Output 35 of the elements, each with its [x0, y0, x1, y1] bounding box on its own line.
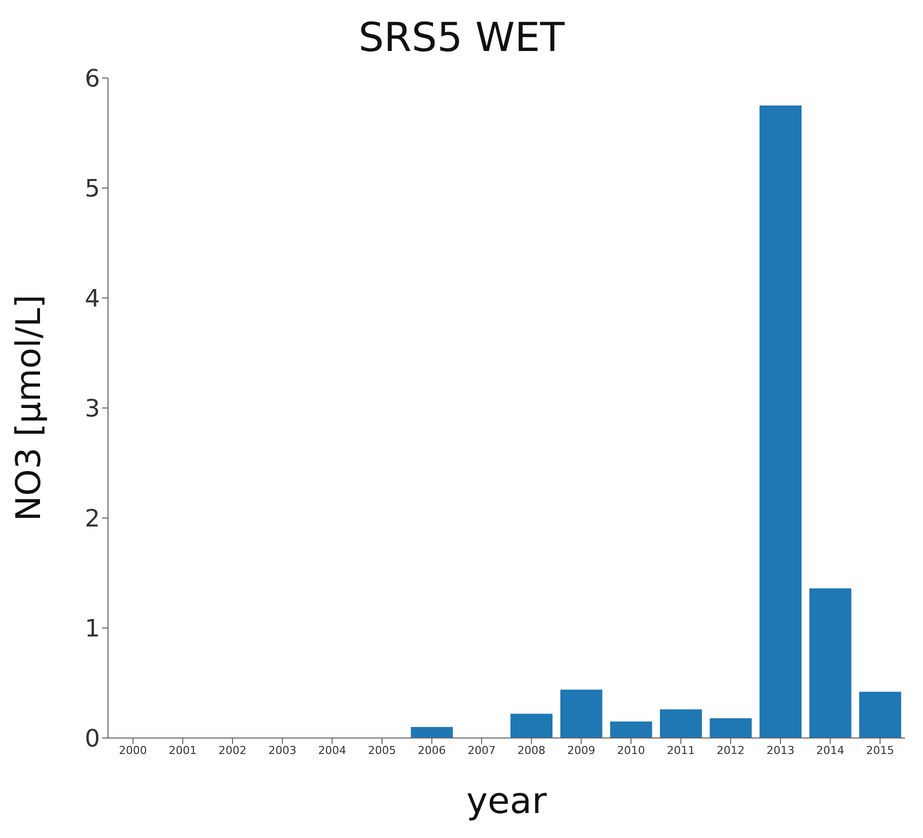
y-tick-label: 0: [84, 724, 100, 753]
x-tick-label: 2005: [368, 744, 396, 757]
bar: [710, 718, 752, 738]
x-tick-label: 2015: [866, 744, 894, 757]
y-tick-label: 1: [84, 614, 100, 643]
bar: [410, 727, 453, 738]
chart-title: SRS5 WET: [358, 15, 564, 61]
x-tick-label: 2014: [816, 744, 844, 757]
bar: [760, 106, 802, 738]
x-tick-label: 2009: [567, 744, 596, 757]
y-tick-label: 5: [84, 174, 100, 203]
x-tick-label: 2002: [218, 744, 247, 757]
x-tick-label: 2013: [766, 744, 794, 757]
bar: [809, 588, 852, 738]
y-axis-title: NO3 [μmol/L]: [9, 294, 50, 522]
x-tick-label: 2008: [517, 744, 546, 757]
bar: [859, 692, 902, 738]
x-tick-label: 2001: [168, 744, 197, 757]
x-tick-label: 2011: [666, 744, 695, 757]
x-tick-label: 2007: [468, 744, 496, 757]
x-tick-label: 2012: [716, 744, 745, 757]
x-tick-label: 2003: [268, 744, 296, 757]
x-tick-label: 2004: [318, 744, 346, 757]
x-tick-label: 2006: [418, 744, 446, 757]
bar: [610, 722, 652, 738]
y-tick-label: 2: [84, 504, 100, 533]
y-tick-label: 3: [84, 394, 100, 423]
x-axis-title: year: [466, 781, 547, 822]
x-tick-label: 2000: [118, 744, 147, 757]
bar: [660, 709, 702, 738]
bar: [510, 714, 552, 738]
bar: [560, 690, 602, 738]
y-tick-label: 6: [84, 64, 100, 93]
y-tick-label: 4: [84, 284, 100, 313]
x-tick-label: 2010: [617, 744, 646, 757]
